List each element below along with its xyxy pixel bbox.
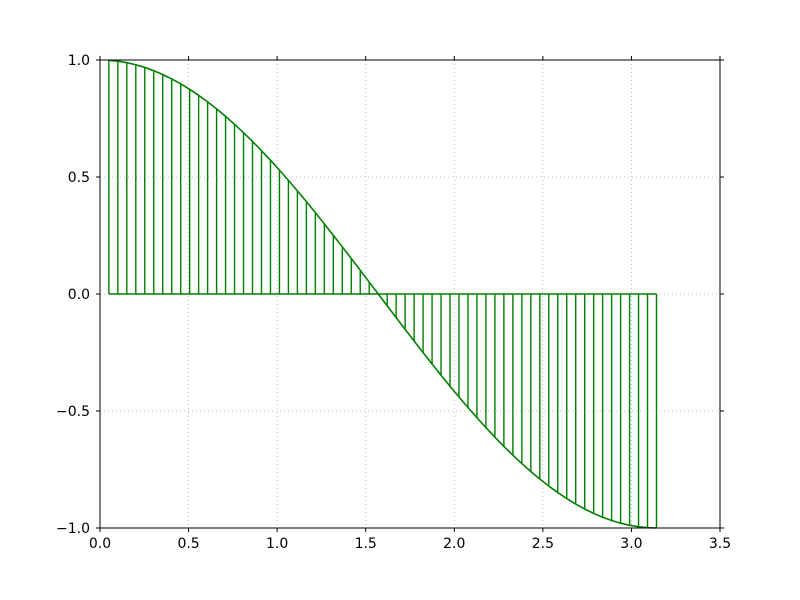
x-tick-label: 3.0 — [620, 536, 642, 552]
x-tick-label: 2.5 — [532, 536, 554, 552]
y-tick-label: −0.5 — [56, 404, 90, 420]
chart-container: 0.0 0.5 1.0 1.5 2.0 2.5 3.0 3.5 −1.0 −0.5 0.0 0.5 1.… — [0, 0, 800, 600]
y-tick-label: 0.5 — [68, 170, 90, 186]
x-tick-label: 1.5 — [355, 536, 377, 552]
y-tick-label: 1.0 — [68, 53, 90, 69]
chart-svg: 0.0 0.5 1.0 1.5 2.0 2.5 3.0 3.5 −1.0 −0.5 0.0 0.5 1.… — [0, 0, 800, 600]
x-tick-label: 1.0 — [266, 536, 288, 552]
x-tick-label: 0.5 — [177, 536, 199, 552]
x-tick-label: 0.0 — [89, 536, 111, 552]
y-tick-label: −1.0 — [56, 521, 90, 537]
x-tick-label: 3.5 — [709, 536, 731, 552]
y-tick-label: 0.0 — [68, 287, 90, 303]
x-tick-label: 2.0 — [443, 536, 465, 552]
